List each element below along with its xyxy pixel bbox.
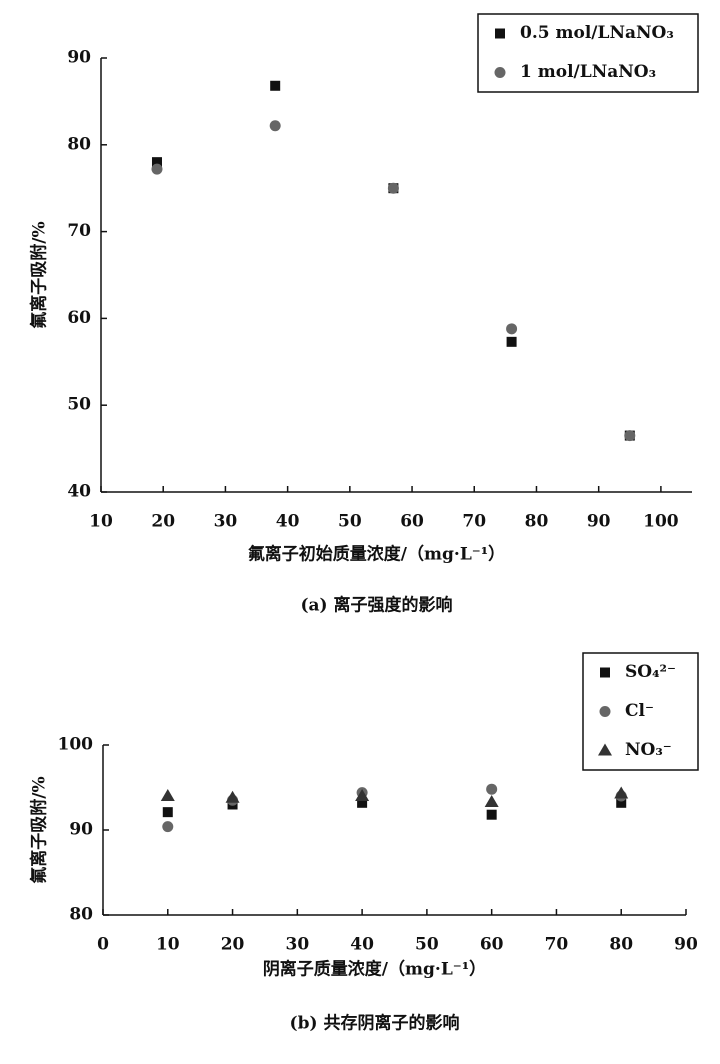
- x-tick-label: 20: [221, 935, 245, 955]
- marker: [151, 157, 162, 168]
- caption: (b) 共存阴离子的影响: [290, 1013, 460, 1034]
- x-tick-label: 0: [97, 935, 109, 955]
- legend-marker: [600, 667, 610, 678]
- legend-label: 1 mol/LNaNO₃: [520, 62, 656, 82]
- x-tick-label: 70: [462, 512, 486, 532]
- x-tick-label: 100: [643, 512, 679, 532]
- y-axis-label: 氟离子吸附/%: [29, 776, 50, 883]
- marker: [624, 430, 636, 442]
- marker: [162, 807, 173, 818]
- x-tick-label: 30: [285, 935, 309, 955]
- x-tick-label: 80: [609, 935, 633, 955]
- marker: [160, 789, 175, 801]
- marker: [484, 794, 499, 807]
- legend-label: 0.5 mol/LNaNO₃: [520, 23, 674, 43]
- x-tick-label: 90: [674, 935, 698, 955]
- marker: [486, 783, 498, 795]
- y-tick-label: 60: [67, 308, 91, 328]
- x-tick-label: 20: [151, 512, 175, 532]
- y-tick-label: 90: [69, 820, 93, 840]
- marker: [270, 80, 281, 91]
- x-axis-label: 阴离子质量浓度/（mg·L⁻¹）: [263, 959, 486, 980]
- x-tick-label: 10: [89, 512, 113, 532]
- y-tick-label: 100: [58, 735, 94, 755]
- marker: [151, 163, 163, 175]
- caption: (a) 离子强度的影响: [300, 595, 452, 616]
- marker: [387, 182, 399, 194]
- y-tick-label: 50: [67, 395, 91, 415]
- y-tick-label: 70: [67, 221, 91, 241]
- legend-label: Cl⁻: [625, 701, 654, 721]
- legend-marker: [599, 706, 611, 717]
- marker: [616, 797, 627, 808]
- x-tick-label: 30: [214, 512, 238, 532]
- legend-marker: [494, 67, 506, 78]
- marker: [269, 120, 281, 132]
- y-tick-label: 80: [67, 134, 91, 154]
- x-tick-label: 80: [525, 512, 549, 532]
- legend-label: NO₃⁻: [625, 740, 672, 760]
- marker: [506, 336, 517, 347]
- x-tick-label: 40: [276, 512, 300, 532]
- x-tick-label: 60: [480, 935, 504, 955]
- marker: [225, 790, 240, 803]
- marker: [355, 789, 370, 801]
- x-tick-label: 50: [338, 512, 362, 532]
- legend-marker: [598, 743, 612, 756]
- legend-marker: [495, 28, 505, 39]
- marker: [486, 809, 497, 820]
- x-tick-label: 40: [350, 935, 374, 955]
- x-tick-label: 60: [400, 512, 424, 532]
- x-axis-label: 氟离子初始质量浓度/（mg·L⁻¹）: [248, 544, 505, 565]
- x-tick-label: 10: [156, 935, 180, 955]
- y-tick-label: 90: [67, 48, 91, 68]
- y-tick-label: 40: [67, 482, 91, 502]
- y-tick-label: 80: [69, 905, 93, 925]
- marker: [357, 797, 368, 808]
- marker: [614, 786, 629, 799]
- marker: [162, 821, 174, 833]
- legend-box: [477, 13, 699, 93]
- x-tick-label: 50: [415, 935, 439, 955]
- marker: [506, 323, 518, 335]
- legend-label: SO₄²⁻: [625, 662, 676, 682]
- x-tick-label: 70: [545, 935, 569, 955]
- x-tick-label: 90: [587, 512, 611, 532]
- y-axis-label: 氟离子吸附/%: [29, 221, 50, 328]
